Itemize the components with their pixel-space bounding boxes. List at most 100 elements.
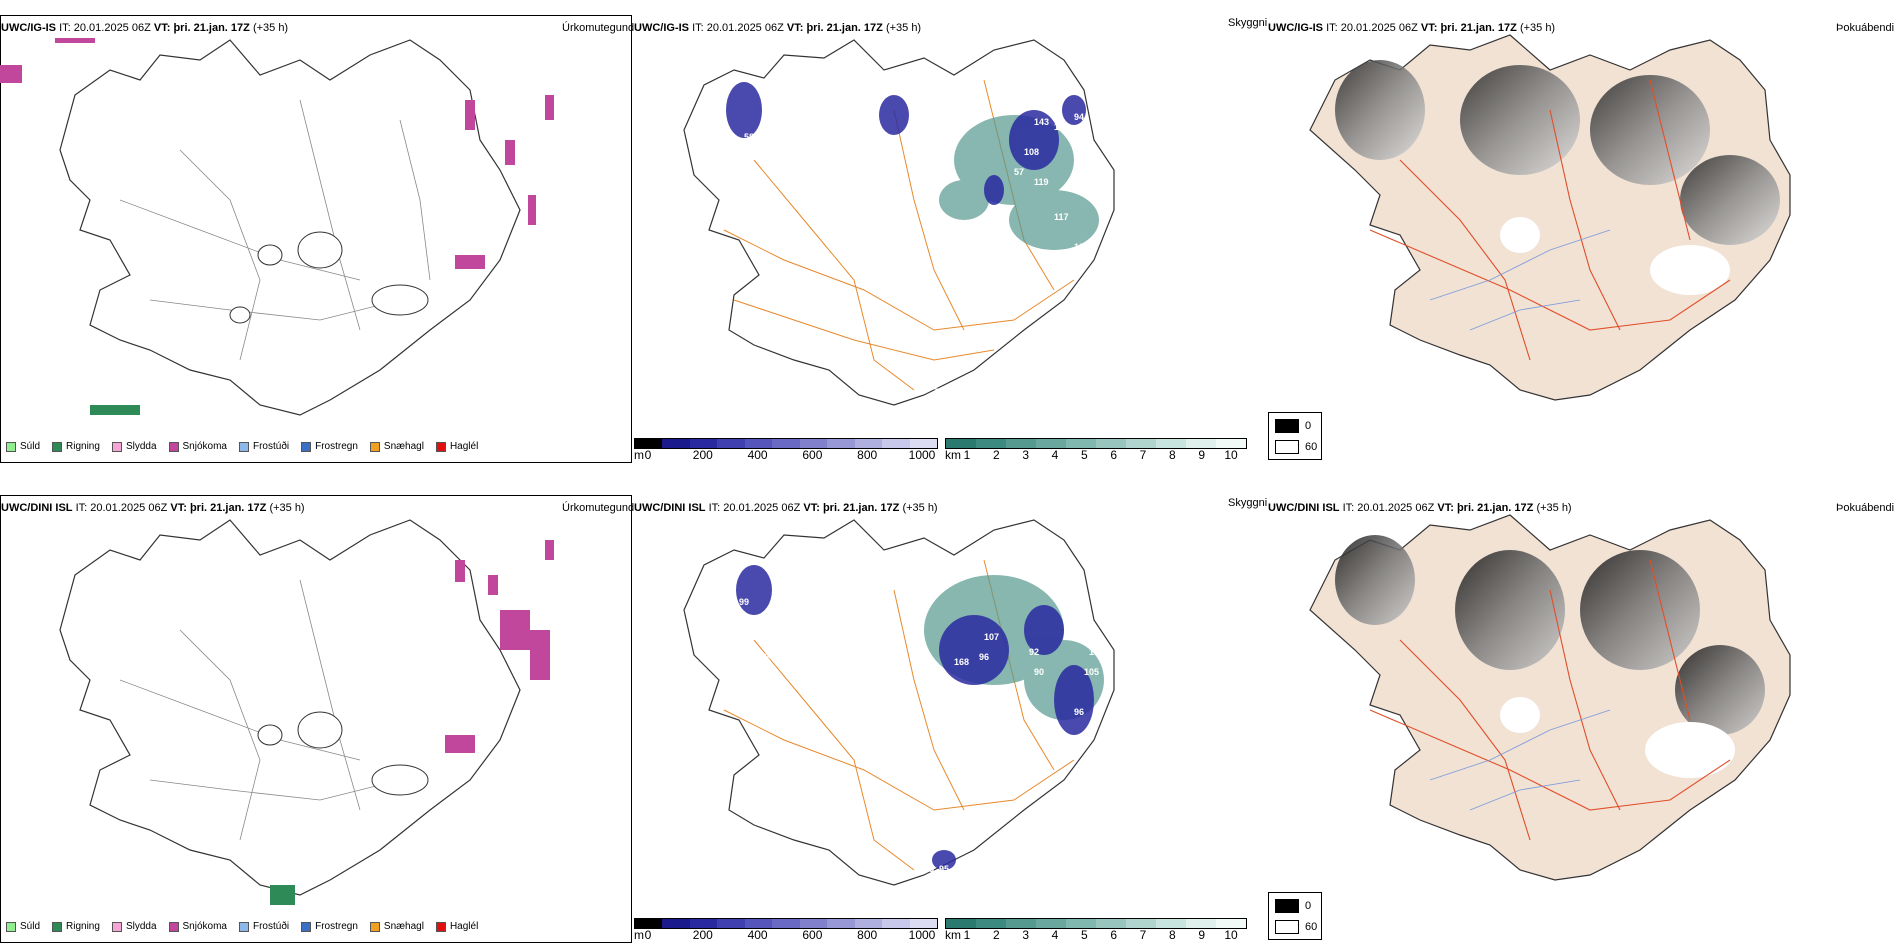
fog-title: UWC/IG-IS IT: 20.01.2025 06Z VT: þri. 21… — [1268, 22, 1556, 34]
fog-legend-low-swatch — [1275, 440, 1299, 454]
colorbar-segment — [1066, 439, 1096, 448]
colorbar-segment — [635, 919, 663, 928]
colorbar-tick: 5 — [1080, 448, 1088, 462]
visibility-value-label: 12 — [1074, 242, 1084, 252]
visibility-value-label: 586 — [744, 132, 759, 142]
legend-swatch — [52, 921, 63, 932]
visibility-value-label: 110 — [1079, 142, 1094, 152]
legend-swatch — [238, 441, 249, 452]
colorbar-segment — [1186, 919, 1216, 928]
visibility-value-label: 83 — [1079, 732, 1089, 742]
visibility-value-label: 70 — [934, 387, 944, 397]
colorbar-segment — [854, 919, 883, 928]
colorbar-segment — [854, 439, 883, 448]
visibility-value-label: 117 — [1054, 212, 1069, 222]
colorbar-segment — [882, 919, 910, 928]
visibility-value-label: 109 — [1064, 257, 1079, 267]
legend-swatch — [435, 441, 446, 452]
colorbar-segment — [1096, 919, 1126, 928]
legend-item-rigning: Rigning — [52, 921, 100, 932]
visibility-value-label: 107 — [984, 632, 999, 642]
visibility-value-label: 188 — [1089, 647, 1104, 657]
visibility-m-colorbar — [634, 438, 938, 449]
legend-item-sudd: Súld — [6, 441, 40, 452]
legend-swatch — [6, 921, 16, 932]
legend-swatch — [168, 441, 179, 452]
legend-swatch — [111, 441, 122, 452]
legend-item-slydda: Slydda — [111, 441, 157, 452]
colorbar-tick: 4 — [1051, 448, 1059, 462]
colorbar-tick: 400 — [747, 928, 768, 942]
visibility-km-colorbar — [945, 918, 1247, 929]
colorbar-segment — [827, 919, 855, 928]
colorbar-tick: 7 — [1139, 928, 1147, 942]
colorbar-tick: 6 — [1110, 448, 1117, 462]
visibility-value-label: 90 — [1034, 667, 1044, 677]
legend-item-sudd: Súld — [6, 921, 40, 932]
colorbar-segment — [946, 439, 976, 448]
colorbar-tick: 7 — [1139, 448, 1147, 462]
row1: UWC/IG-IS IT: 20.01.2025 06Z VT: þri. 21… — [0, 0, 1900, 470]
visibility-m-unit: m — [634, 448, 644, 462]
precip-type-label: Úrkomutegund — [562, 502, 635, 514]
colorbar-segment — [689, 439, 718, 448]
colorbar-segment — [1126, 919, 1156, 928]
colorbar-tick: 800 — [857, 448, 878, 462]
visibility-value-label: 92 — [1029, 647, 1039, 657]
colorbar-segment — [909, 919, 937, 928]
colorbar-tick: 3 — [1022, 448, 1029, 462]
legend-swatch — [52, 441, 63, 452]
visibility-value-label: 158 — [1054, 122, 1069, 132]
legend-item-haglel: Haglél — [435, 441, 478, 452]
precip-type-title: UWC/DINI ISL IT: 20.01.2025 06Z VT: þri.… — [1, 502, 305, 514]
visibility-m-unit: m — [634, 928, 644, 942]
colorbar-segment — [799, 919, 828, 928]
visibility-value-label: 121 — [734, 167, 749, 177]
colorbar-tick: 8 — [1168, 928, 1176, 942]
row2: UWC/DINI ISL IT: 20.01.2025 06Z VT: þri.… — [0, 480, 1900, 950]
colorbar-tick: 1000 — [908, 448, 936, 462]
colorbar-segment — [1006, 919, 1036, 928]
colorbar-segment — [1036, 919, 1066, 928]
iceland-coastline — [59, 519, 521, 896]
legend-item-frostregn: Frostregn — [301, 441, 358, 452]
colorbar-tick: 200 — [692, 928, 713, 942]
colorbar-segment — [772, 919, 800, 928]
visibility-value-label: 119 — [1034, 177, 1049, 187]
legend-item-frostudi: Frostúði — [238, 441, 289, 452]
colorbar-segment — [772, 439, 800, 448]
fog-legend-low: 60 — [1305, 441, 1318, 453]
visibility-value-label: 207 — [1074, 632, 1089, 642]
visibility-value-label: 95 — [939, 864, 949, 874]
colorbar-segment — [1096, 439, 1126, 448]
legend-item-haglel: Haglél — [435, 921, 478, 932]
legend-item-snaehagl: Snæhagl — [369, 441, 424, 452]
fog-legend: 0 60 — [1268, 892, 1322, 940]
fog-map — [1309, 514, 1791, 881]
colorbar-segment — [946, 919, 976, 928]
visibility-label: Skyggni — [1228, 497, 1268, 509]
colorbar-segment — [1126, 439, 1156, 448]
colorbar-tick: 800 — [857, 928, 878, 942]
colorbar-tick: 9 — [1198, 928, 1205, 942]
visibility-value-label: 143 — [1034, 117, 1049, 127]
colorbar-segment — [1006, 439, 1036, 448]
legend-swatch — [301, 441, 312, 452]
fog-legend-high: 0 — [1305, 420, 1312, 432]
legend-swatch — [435, 921, 446, 932]
visibility-title: UWC/DINI ISL IT: 20.01.2025 06Z VT: þri.… — [634, 502, 938, 514]
visibility-value-label: 569 — [754, 152, 769, 162]
visibility-value-label: 227 — [979, 222, 994, 232]
visibility-value-label: 99 — [739, 597, 749, 607]
colorbar-tick: 8 — [1168, 448, 1176, 462]
legend-swatch — [168, 921, 179, 932]
colorbar-segment — [635, 439, 663, 448]
colorbar-tick: 1 — [963, 448, 971, 462]
colorbar-segment — [662, 919, 690, 928]
visibility-value-label: 104 — [759, 652, 774, 662]
fog-label: Þokuábendi — [1836, 22, 1895, 34]
precip-type-frame — [0, 495, 632, 943]
iceland-coastline — [59, 39, 521, 416]
colorbar-segment — [827, 439, 855, 448]
